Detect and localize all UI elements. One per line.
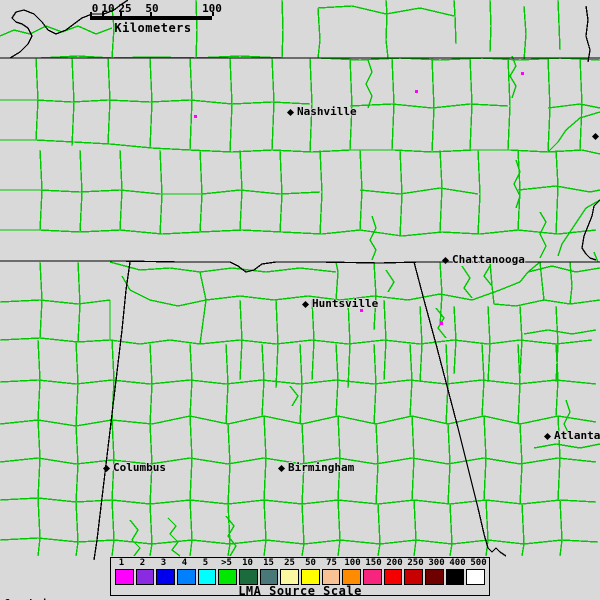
legend-tick-500: 500 [470,558,487,568]
city-label: Chattanooga [452,253,525,266]
legend-swatch-500[interactable] [466,569,486,585]
legend-swatch-5[interactable] [197,569,217,585]
legend-tick-25: 25 [284,558,295,568]
legend-swatch-50[interactable] [301,569,320,585]
legend-color-swatches[interactable] [115,569,486,585]
legend-swatch-10[interactable] [239,569,258,585]
legend-swatch-100[interactable] [342,569,362,585]
scale-bar-tick [90,12,92,16]
legend-tick-100: 100 [344,558,361,568]
legend-tick-5: 5 [202,558,209,568]
scale-bar-rule [90,12,214,20]
scale-bar-label-10: 10 [101,2,115,15]
legend-swatch-gt5[interactable] [218,569,238,585]
legend-swatch-150[interactable] [363,569,382,585]
created-label: Created [4,598,118,600]
legend-tick-4: 4 [181,558,188,568]
legend-tick-200: 200 [386,558,403,568]
scale-bar-label-0: 0 [91,2,99,15]
legend-swatch-200[interactable] [383,569,403,585]
scale-bar-tick [120,12,122,16]
state-boundary-layer [0,0,600,561]
scale-bar: 0 10 25 50 100 Kilometers [88,2,222,35]
legend-tick-10: 10 [242,558,253,568]
scale-bar-label-100: 100 [202,2,222,15]
scale-bar-tick [212,12,214,16]
legend-swatch-4[interactable] [177,569,196,585]
legend-swatch-75[interactable] [321,569,341,585]
legend-tick-15: 15 [263,558,274,568]
lma-source-dot [440,322,443,325]
legend-tick-400: 400 [449,558,466,568]
scale-bar-label-50: 50 [145,2,159,15]
legend-tick-300: 300 [428,558,445,568]
legend-swatch-250[interactable] [404,569,424,585]
scale-bar-label-25: 25 [118,2,132,15]
legend-title: LMA Source Scale [238,584,362,598]
legend-tick-50: 50 [305,558,316,568]
legend-tick-150: 150 [365,558,382,568]
legend-swatch-1[interactable] [115,569,134,585]
legend-swatch-3[interactable] [156,569,176,585]
legend-swatch-400[interactable] [445,569,465,585]
legend-tick-250: 250 [407,558,424,568]
legend-tick-3: 3 [160,558,167,568]
city-label: Birmingham [288,461,355,474]
legend-tick-gt5: >5 [221,558,232,568]
scale-bar-labels: 0 10 25 50 100 [88,2,222,15]
city-label: Nashville [297,105,357,118]
legend-tick-2: 2 [139,558,146,568]
scale-bar-tick [102,12,104,16]
lma-source-dot [415,90,418,93]
lma-source-dot [360,309,363,312]
legend-tick-75: 75 [326,558,337,568]
lma-source-dot [521,72,524,75]
city-label: Atlanta [554,429,600,442]
scale-bar-tick [150,12,152,16]
created-timestamp: Created 11/28/2012 16:50:48 [4,576,118,600]
legend-swatch-2[interactable] [135,569,155,585]
legend-tick-1: 1 [118,558,125,568]
legend-swatch-300[interactable] [425,569,444,585]
city-label: Columbus [113,461,166,474]
lma-source-scale-legend[interactable]: 1 2 3 4 5 >5 10 15 25 50 75 100 150 200 250 300 400 500 L… [110,557,490,598]
city-label: Huntsville [312,297,379,310]
legend-tick-labels: 1 2 3 4 5 >5 10 15 25 50 75 100 150 200 250 300 400 500 [111,558,489,569]
lma-source-dot [194,115,197,118]
scale-bar-caption: Kilometers [114,21,192,35]
legend-swatch-25[interactable] [280,569,300,585]
legend-swatch-15[interactable] [259,569,279,585]
